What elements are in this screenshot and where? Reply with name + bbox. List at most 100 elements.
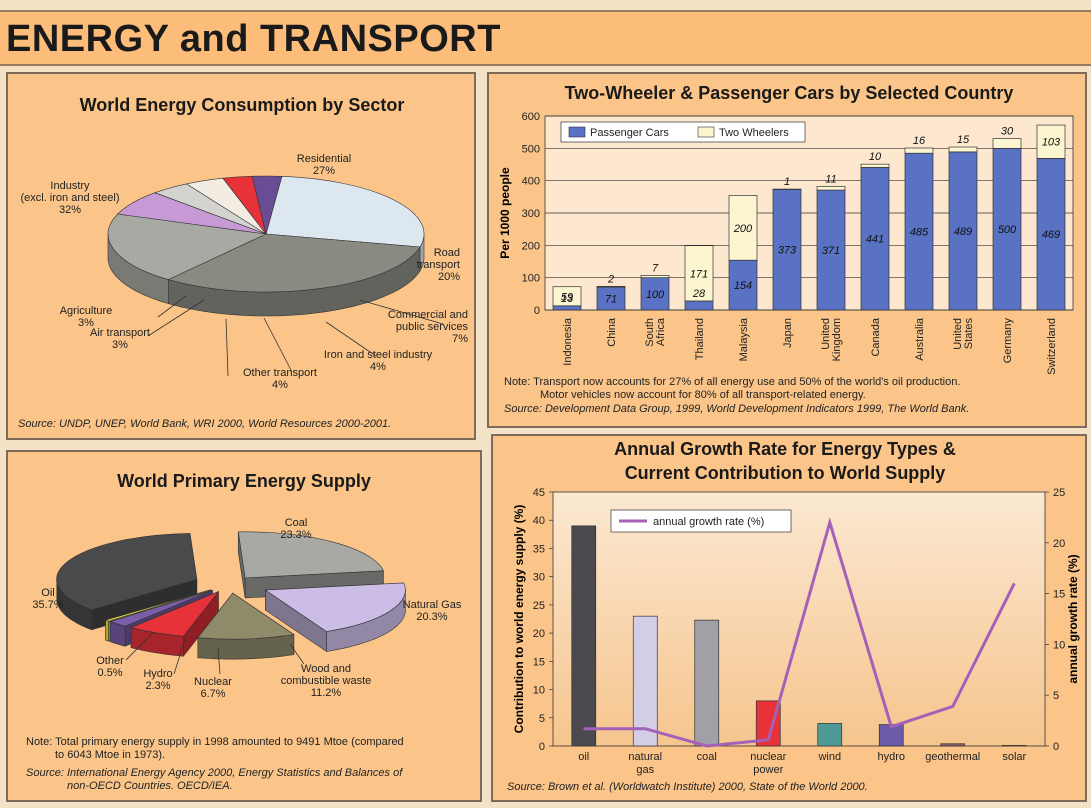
y2-tick-label: 0 [1053,741,1059,753]
label-line-commercial: Commercial and [388,309,468,321]
label-iron: Iron and steel industry 4% [324,349,433,373]
leader-line [359,299,444,325]
category-label-line: South [644,318,656,347]
primary-supply-labels: Coal 23.3% Oil 35.7% Natural Gas 20.3% Wood an… [32,517,461,700]
y2-tick-label: 10 [1053,639,1065,651]
label-line-other-transport: Other transport [243,367,317,379]
category-label-line: United [952,318,964,350]
slice-nuclear [130,590,220,637]
primary-supply-title: World Primary Energy Supply [117,471,371,491]
label-line-oil: Oil [41,587,54,599]
label-line-coal: 23.3% [280,529,311,541]
label-line-iron: 4% [370,361,386,373]
y2-tick-label: 15 [1053,589,1065,601]
category-label-hydro: hydro [877,751,905,763]
data-label-passenger-cars-malaysia: 154 [734,280,752,292]
bar-passenger-cars-japan [772,189,802,311]
label-hydro: Hydro 2.3% [143,668,172,692]
category-label-line: Kingdom [831,318,843,361]
slice-hydro [109,589,213,627]
category-label-line: wind [817,751,841,763]
category-label-line: solar [1002,751,1026,763]
y-tick-label: 0 [539,741,545,753]
y-axis-label: Per 1000 people [498,167,512,259]
label-line-coal: Coal [285,517,308,529]
data-label-passenger-cars-thailand: 28 [692,288,706,300]
y-tick-label: 300 [522,208,540,220]
category-label-solar: solar [1002,751,1026,763]
data-label-passenger-cars-united-kingdom: 371 [822,245,840,257]
bar-two-wheelers-malaysia [728,195,758,261]
category-label-japan: Japan [782,318,794,348]
data-label-two-wheelers-indonesia: 59 [561,291,573,303]
y-tick-label: 100 [522,273,540,285]
category-label-germany: Germany [1002,318,1014,364]
label-line-industry: (excl. iron and steel) [20,192,119,204]
category-label-thailand: Thailand [694,318,706,360]
y-tick-label: 30 [533,572,545,584]
line-annual-growth-rate [583,517,1016,748]
data-label-two-wheelers-japan: 1 [784,176,790,188]
category-label-natural-gas: natural gas [628,751,662,776]
y2-tick-label: 20 [1053,538,1065,550]
bar-passenger-cars-malaysia [728,259,758,311]
data-label-two-wheelers-china: 2 [607,273,614,285]
label-road: Road transport 20% [417,247,461,283]
primary-supply-panel: World Primary Energy Supply Coal 23.3% Oil… [6,450,482,802]
category-label-line: gas [636,764,654,776]
data-label-two-wheelers-australia: 16 [913,135,926,147]
y-tick-label: 45 [533,487,545,499]
page-title: ENERGY and TRANSPORT [6,18,501,60]
point-growth-natural-gas [644,728,646,730]
y-tick-label: 0 [534,305,540,317]
bar-two-wheelers-united-kingdom [816,186,846,191]
vehicles-source: Source: Development Data Group, 1999, Wo… [504,403,969,415]
label-line-oil: 35.7% [32,599,63,611]
leader-line [217,647,221,675]
slice-oil [56,533,198,611]
vehicles-title: Two-Wheeler & Passenger Cars by Selected… [565,83,1014,103]
label-line-natural-gas: 20.3% [416,611,447,623]
data-label-two-wheelers-malaysia: 200 [733,223,753,235]
slice-agriculture [251,175,283,235]
y-tick-label: 600 [522,111,540,123]
bar-two-wheelers-canada [860,163,890,168]
label-nuclear: Nuclear 6.7% [194,676,232,700]
category-label-south-africa: SouthAfrica [644,317,667,347]
primary-supply-chart: World Primary Energy Supply Coal 23.3% Oil… [26,471,462,792]
bar-two-wheelers-china [596,286,626,288]
label-coal: Coal 23.3% [280,517,311,541]
bar-two-wheelers-south-africa [640,275,670,279]
energy-consumption-panel: World Energy Consumption by Sector Resid… [6,72,476,440]
label-line-air: Air transport [90,327,150,339]
label-other: Other 0.5% [96,655,124,679]
y-tick-label: 10 [533,685,545,697]
label-line-other: Other [96,655,124,667]
leader-line [157,295,187,318]
point-growth-wind [829,521,831,523]
y-tick-label: 25 [533,600,545,612]
label-agriculture: Agriculture 3% [60,305,113,329]
bar-contribution-solar [1001,745,1027,747]
point-growth-oil [583,728,585,730]
bar-contribution-oil [571,525,597,747]
slice-road-transport [107,213,268,280]
energy-consumption-pie [107,175,425,317]
legend-swatch-passenger-cars [568,126,586,138]
label-natural-gas: Natural Gas 20.3% [403,599,462,623]
growth-legend: annual growth rate (%) [610,509,792,533]
category-label-united-states: UnitedStates [952,318,975,350]
slice-natural-gas [264,582,406,632]
y2-tick-label: 5 [1053,690,1059,702]
leader-line [225,318,229,377]
point-growth-geothermal [952,705,954,707]
label-line-other-transport: 4% [272,379,288,391]
label-commercial: Commercial and public services 7% [388,309,469,345]
legend-label-growth: annual growth rate (%) [653,516,764,528]
vehicles-legend: Passenger Cars Two Wheelers [560,121,806,143]
category-label-line: States [963,318,975,350]
category-label-switzerland: Switzerland [1046,318,1058,375]
y-tick-label: 20 [533,628,545,640]
slice-wood-and-combustible-waste [197,592,295,640]
label-line-nuclear: 6.7% [200,688,225,700]
